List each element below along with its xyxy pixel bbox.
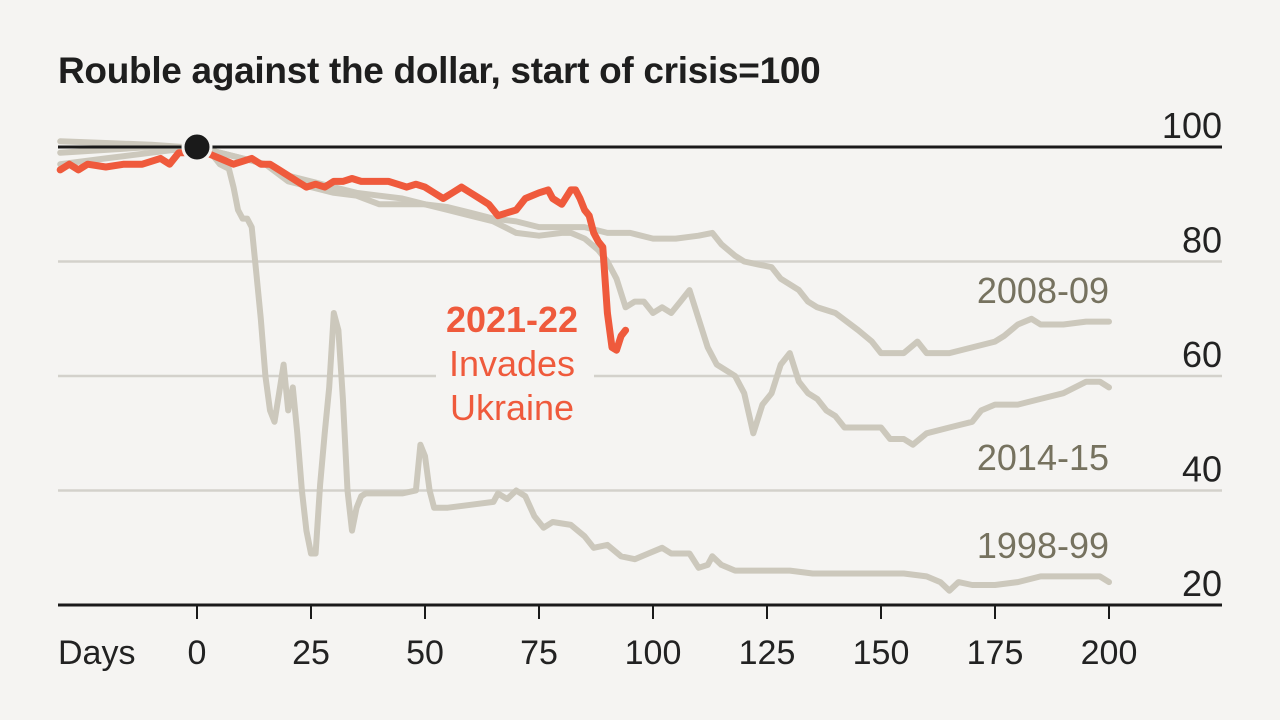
series-label-2014-15: 2014-15 [977, 437, 1109, 478]
series-line-1998-99 [57, 138, 1112, 594]
y-tick-label-40: 40 [1182, 449, 1222, 490]
y-tick-label-20: 20 [1182, 563, 1222, 604]
x-tick-label-200: 200 [1081, 634, 1138, 672]
series-sublabel-2: Ukraine [450, 387, 574, 428]
x-tick-label-125: 125 [739, 634, 796, 672]
start-of-crisis-marker [181, 131, 213, 163]
x-tick-label-50: 50 [406, 634, 444, 672]
x-tick-label-75: 75 [520, 634, 558, 672]
x-tick-label-150: 150 [853, 634, 910, 672]
x-axis-label: Days [58, 634, 135, 672]
x-tick-label-175: 175 [967, 634, 1024, 672]
series-line-2014-15 [57, 144, 1112, 448]
highlight-label-background [436, 294, 594, 430]
series-label-2021-22: 2021-22 [446, 299, 578, 340]
x-tick-label-0: 0 [188, 634, 207, 672]
y-tick-label-60: 60 [1182, 334, 1222, 375]
chart-title: Rouble against the dollar, start of cris… [58, 50, 821, 91]
series-label-2008-09: 2008-09 [977, 270, 1109, 311]
x-tick-label-25: 25 [292, 634, 330, 672]
y-tick-label-80: 80 [1182, 220, 1222, 261]
y-tick-label-100: 100 [1162, 105, 1222, 146]
series-sublabel-1: Invades [449, 343, 575, 384]
series-label-1998-99: 1998-99 [977, 525, 1109, 566]
x-tick-label-100: 100 [625, 634, 682, 672]
